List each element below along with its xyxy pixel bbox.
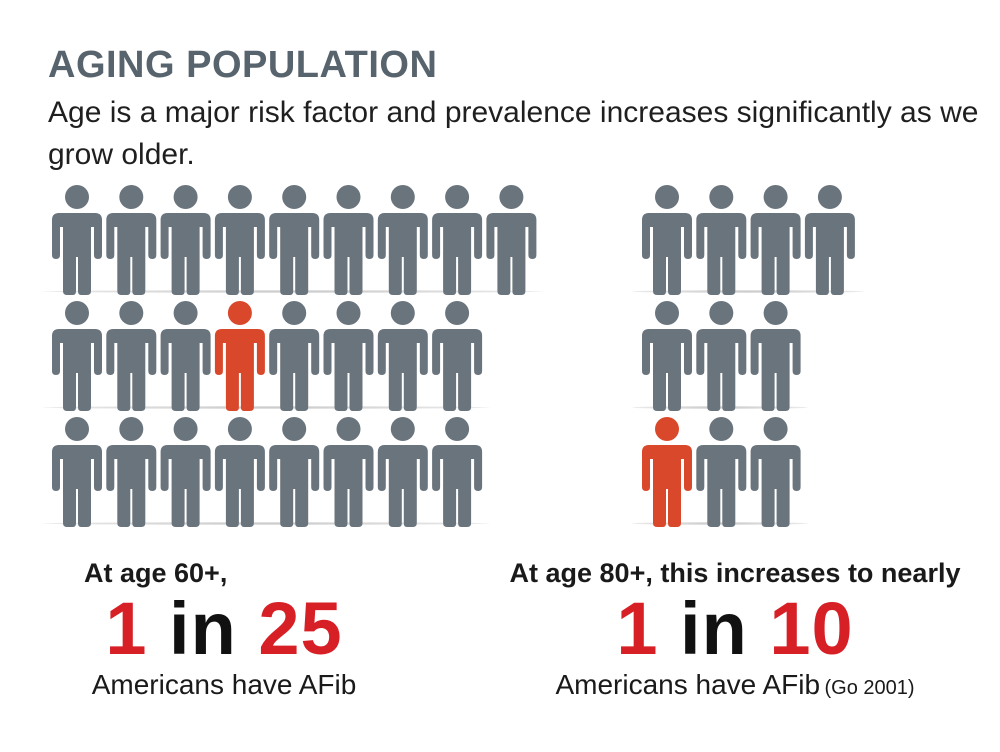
- person-icon: [214, 301, 265, 411]
- person-icon: [269, 301, 320, 411]
- person-icon: [160, 417, 211, 527]
- person-icon: [269, 417, 320, 527]
- person-icon: [52, 417, 102, 527]
- person-icon: [804, 185, 855, 295]
- person-icon: [642, 185, 692, 295]
- person-icon: [432, 417, 483, 527]
- age-80-label: At age 80+, this increases to nearly: [509, 558, 961, 588]
- ratio-numerator: 1: [105, 587, 148, 670]
- row-shadow: [42, 406, 490, 409]
- person-icon: [106, 301, 157, 411]
- person-icon: [642, 417, 692, 527]
- page-subtitle: Age is a major risk factor and prevalenc…: [48, 96, 979, 171]
- person-icon: [106, 417, 157, 527]
- person-icon: [377, 185, 428, 295]
- page-title: AGING POPULATION: [48, 44, 438, 86]
- person-icon: [696, 301, 747, 411]
- person-icon: [106, 185, 157, 295]
- stat-age-80: At age 80+, this increases to nearly 1 i…: [480, 558, 990, 701]
- ratio-numerator: 1: [616, 587, 659, 670]
- person-icon: [214, 185, 265, 295]
- ratio-1-in-25: 1 in 25: [54, 589, 394, 669]
- person-icon: [750, 301, 801, 411]
- americans-afib-text: Americans have AFib: [91, 669, 357, 700]
- person-icon: [750, 185, 801, 295]
- age-60-label: At age 60+,: [84, 558, 228, 588]
- row-shadow: [632, 290, 864, 293]
- person-icon: [377, 417, 428, 527]
- person-icon: [214, 417, 265, 527]
- row-shadow: [42, 522, 490, 525]
- person-icon: [486, 185, 537, 295]
- person-icon: [432, 185, 483, 295]
- person-icon: [642, 301, 692, 411]
- person-icon: [323, 417, 374, 527]
- americans-afib-line: Americans have AFib (Go 2001): [480, 669, 990, 701]
- citation: (Go 2001): [824, 677, 915, 699]
- person-icon: [160, 301, 211, 411]
- person-icon: [52, 301, 102, 411]
- ratio-in: in: [680, 587, 748, 670]
- americans-afib-text: Americans have AFib: [555, 669, 821, 700]
- person-icon: [432, 301, 483, 411]
- person-icon: [750, 417, 801, 527]
- ratio-denominator: 25: [258, 587, 343, 670]
- ratio-1-in-10: 1 in 10: [480, 589, 990, 669]
- person-icon: [696, 417, 747, 527]
- person-icon: [696, 185, 747, 295]
- person-icon: [323, 185, 374, 295]
- person-icon: [52, 185, 102, 295]
- person-icon: [323, 301, 374, 411]
- person-icon: [377, 301, 428, 411]
- person-icon: [160, 185, 211, 295]
- ratio-in: in: [169, 587, 237, 670]
- ratio-denominator: 10: [769, 587, 854, 670]
- stat-age-60: At age 60+, 1 in 25 Americans have AFib: [54, 558, 394, 701]
- person-icon: [269, 185, 320, 295]
